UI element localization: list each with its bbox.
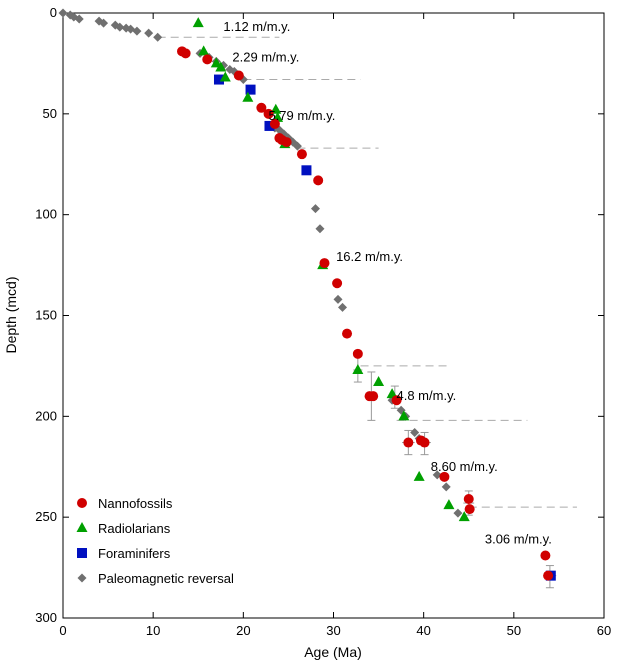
legend-label: Nannofossils	[98, 496, 173, 511]
triangle-point	[352, 363, 364, 374]
circle-point	[368, 391, 379, 402]
rate-label: 1.12 m/m.y.	[223, 19, 290, 34]
triangle-point	[443, 499, 455, 510]
rate-boundary-lines	[157, 36, 577, 508]
circle-point	[256, 102, 267, 113]
rate-label: 3.06 m/m.y.	[485, 531, 552, 546]
diamond-point	[144, 28, 154, 38]
legend-marker	[77, 498, 87, 508]
triangle-point	[198, 45, 210, 56]
diamond-point	[132, 26, 142, 36]
x-tick-label: 50	[507, 623, 521, 638]
circle-point	[180, 48, 191, 59]
diamond-point	[441, 482, 451, 492]
legend-label: Paleomagnetic reversal	[98, 571, 234, 586]
diamond-point	[310, 204, 320, 214]
circle-point	[403, 437, 414, 448]
circle-point	[263, 108, 274, 119]
rate-label: 8.60 m/m.y.	[431, 459, 498, 474]
circle-point	[464, 504, 475, 515]
legend-label: Radiolarians	[98, 521, 171, 536]
y-axis-title: Depth (mcd)	[3, 276, 19, 353]
x-tick-label: 20	[236, 623, 250, 638]
y-tick-label: 100	[35, 207, 57, 222]
legend-label: Foraminifers	[98, 546, 171, 561]
circle-point	[296, 149, 307, 160]
triangle-point	[242, 91, 254, 102]
legend-marker	[77, 548, 87, 558]
diamond-point	[333, 294, 343, 304]
circle-point	[352, 348, 363, 359]
rate-label: 16.2 m/m.y.	[336, 249, 403, 264]
diamond-point	[115, 22, 125, 32]
diamond-point	[58, 8, 68, 18]
circle-point	[319, 258, 330, 269]
x-tick-label: 30	[326, 623, 340, 638]
circle-point	[233, 70, 244, 81]
circle-point	[313, 175, 324, 186]
square-point	[264, 120, 275, 131]
x-tick-label: 40	[416, 623, 430, 638]
y-tick-label: 200	[35, 408, 57, 423]
circle-point	[342, 328, 353, 339]
circle-point	[391, 395, 402, 406]
triangle-point	[215, 61, 227, 72]
diamond-point	[292, 141, 302, 151]
diamond-point	[99, 18, 109, 28]
y-tick-label: 300	[35, 610, 57, 625]
triangle-point	[219, 71, 231, 82]
circle-point	[540, 550, 551, 561]
legend-marker	[76, 522, 88, 532]
x-axis-title: Age (Ma)	[304, 644, 362, 660]
triangle-point	[192, 17, 204, 28]
legend-marker	[77, 573, 87, 583]
triangle-point	[458, 511, 470, 522]
x-tick-label: 60	[597, 623, 611, 638]
y-tick-label: 0	[50, 5, 57, 20]
diamond-point	[315, 224, 325, 234]
data-points	[58, 8, 556, 581]
circle-point	[439, 471, 450, 482]
diamond-point	[126, 24, 136, 34]
legend: Nannofossils Radiolarians Foraminifers Pale…	[76, 496, 234, 586]
circle-point	[332, 278, 343, 289]
triangle-point	[413, 470, 425, 481]
rate-label: 5.79 m/m.y.	[268, 108, 335, 123]
circle-point	[543, 570, 554, 581]
square-point	[301, 165, 312, 176]
rate-label: 2.29 m/m.y.	[232, 49, 299, 64]
triangle-point	[270, 103, 282, 114]
y-tick-label: 150	[35, 308, 57, 323]
circle-point	[269, 118, 280, 129]
rate-label: 4.8 m/m.y.	[397, 388, 457, 403]
square-point	[245, 84, 256, 95]
rate-labels: 1.12 m/m.y. 2.29 m/m.y. 5.79 m/m.y. 16.2 m/…	[223, 19, 551, 546]
x-tick-label: 0	[59, 623, 66, 638]
circle-point	[419, 437, 430, 448]
diamond-point	[338, 302, 348, 312]
circle-point	[463, 494, 474, 505]
triangle-point	[373, 376, 385, 387]
diamond-point	[453, 508, 463, 518]
triangle-point	[398, 410, 410, 421]
diamond-point	[74, 14, 84, 24]
diamond-point	[410, 427, 420, 437]
y-tick-label: 250	[35, 509, 57, 524]
y-tick-label: 50	[43, 106, 57, 121]
x-tick-label: 10	[146, 623, 160, 638]
diamond-point	[153, 32, 163, 42]
circle-point	[281, 137, 292, 148]
axis-ticks: 0 10 20 30 40 50 60 0 50 100 150 200 250 300	[35, 5, 611, 638]
circle-point	[202, 54, 213, 65]
square-point	[213, 74, 224, 85]
